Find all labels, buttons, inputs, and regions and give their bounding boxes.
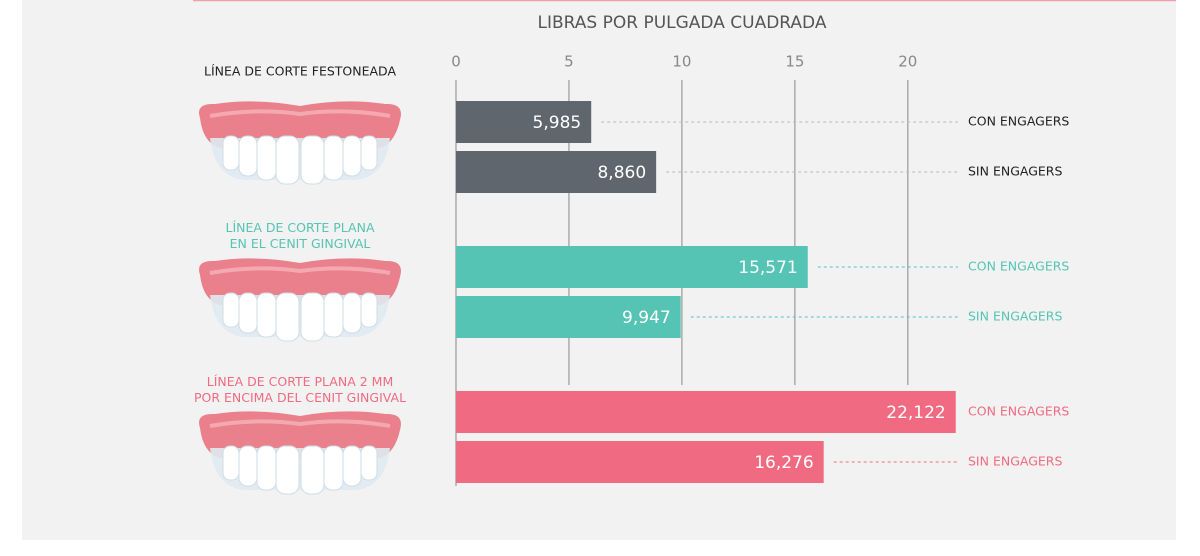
- series-label: CON ENGAGERS: [968, 114, 1069, 129]
- value-label: 15,571: [738, 258, 797, 278]
- denture-image: [197, 256, 403, 343]
- value-label: 16,276: [754, 453, 813, 473]
- bar: [456, 441, 824, 483]
- x-tick-label: 5: [564, 53, 574, 71]
- bar: [456, 151, 657, 193]
- group-label: LÍNEA DE CORTE PLANA EN EL CENIT GINGIVAL: [225, 220, 374, 251]
- x-tick-label: 0: [451, 53, 461, 71]
- series-label: SIN ENGAGERS: [968, 164, 1062, 179]
- value-label: 5,985: [533, 113, 582, 133]
- denture-image: [197, 99, 403, 186]
- series-label: CON ENGAGERS: [968, 404, 1069, 419]
- series-label: SIN ENGAGERS: [968, 454, 1062, 469]
- chart-title: LIBRAS POR PULGADA CUADRADA: [538, 13, 827, 33]
- x-tick-label: 10: [672, 53, 691, 71]
- group-label-line: LÍNEA DE CORTE PLANA: [225, 220, 374, 235]
- group-label-line: POR ENCIMA DEL CENIT GINGIVAL: [194, 390, 406, 405]
- group-label-line: LÍNEA DE CORTE PLANA 2 MM: [207, 374, 393, 389]
- value-label: 22,122: [886, 403, 945, 423]
- group-label-line: EN EL CENIT GINGIVAL: [230, 236, 371, 251]
- group-label: LÍNEA DE CORTE PLANA 2 MM POR ENCIMA DEL …: [194, 374, 406, 405]
- value-label: 9,947: [622, 308, 671, 328]
- group-label: LÍNEA DE CORTE FESTONEADA: [204, 64, 396, 79]
- series-label: CON ENGAGERS: [968, 259, 1069, 274]
- series-label: SIN ENGAGERS: [968, 309, 1062, 324]
- x-tick-label: 15: [785, 53, 804, 71]
- bar: [456, 246, 808, 288]
- x-tick-label: 20: [898, 53, 917, 71]
- denture-image: [197, 409, 403, 496]
- bar: [456, 391, 956, 433]
- value-label: 8,860: [597, 163, 646, 183]
- bar: [456, 296, 681, 338]
- bar: [456, 101, 592, 143]
